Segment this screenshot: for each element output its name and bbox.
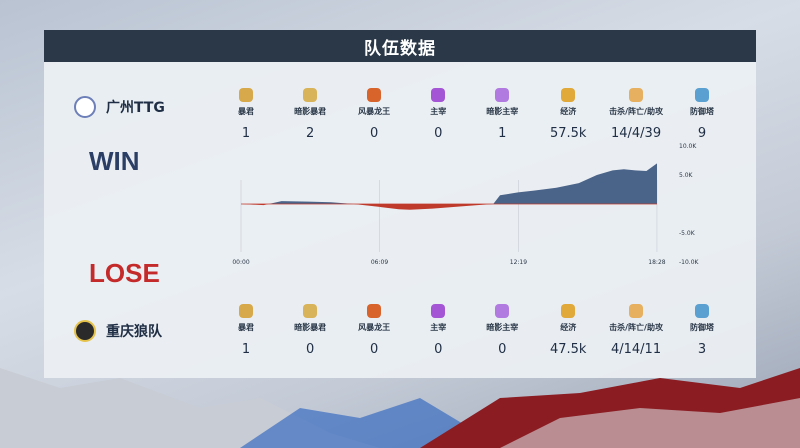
y-tick-label: 5.0K bbox=[679, 172, 694, 179]
x-tick-label: 12:19 bbox=[510, 259, 527, 266]
result-lose: LOSE bbox=[89, 258, 160, 288]
gold-lead-area-top bbox=[241, 163, 657, 204]
gold-icon bbox=[561, 304, 576, 318]
y-tick-label: -5.0K bbox=[679, 230, 696, 237]
stat-label: 暗影暴君 bbox=[294, 323, 327, 332]
gold-icon bbox=[561, 88, 576, 102]
stat-label: 暴君 bbox=[238, 107, 255, 116]
stat-value: 2 bbox=[305, 126, 315, 141]
shadow-tyrant-icon bbox=[303, 304, 318, 318]
stat-value: 0 bbox=[498, 342, 507, 357]
stat-value: 1 bbox=[498, 126, 507, 141]
team-logo bbox=[74, 320, 96, 342]
stat-value: 57.5k bbox=[549, 126, 587, 141]
dragon-decoration bbox=[0, 368, 800, 448]
team-top: 广州TTG bbox=[74, 96, 165, 118]
x-tick-label: 06:09 bbox=[371, 259, 388, 266]
stat-label: 经济 bbox=[560, 107, 577, 116]
team-bottom: 重庆狼队 bbox=[74, 320, 162, 342]
stat-value: 1 bbox=[241, 342, 251, 357]
stat-label: 暗影主宰 bbox=[486, 107, 519, 116]
tyrant-icon bbox=[239, 88, 254, 102]
stat-6: 击杀/阵亡/助攻 4/14/11 bbox=[602, 304, 670, 357]
sword-icon bbox=[629, 88, 644, 102]
stat-label: 暗影暴君 bbox=[294, 107, 327, 116]
stat-label: 击杀/阵亡/助攻 bbox=[609, 107, 663, 116]
result-win: WIN bbox=[89, 146, 140, 176]
team-bottom-stats: 暴君 1 暗影暴君 0 风暴龙王 0 主宰 0 暗影主宰 0 经济 47.5k 击杀/阵亡/助攻 4/14… bbox=[214, 304, 734, 357]
stat-value: 47.5k bbox=[549, 342, 587, 357]
stat-1: 暗影暴君 0 bbox=[278, 304, 342, 357]
overlord-icon bbox=[431, 304, 446, 318]
stat-3: 主宰 0 bbox=[406, 304, 470, 357]
stat-label: 风暴龙王 bbox=[358, 323, 391, 332]
stat-5: 经济 47.5k bbox=[534, 304, 602, 357]
panel-title: 队伍数据 bbox=[44, 30, 756, 62]
x-tick-label: 18:28 bbox=[648, 259, 665, 266]
stat-label: 主宰 bbox=[430, 107, 447, 116]
y-tick-label: 10.0K bbox=[679, 143, 697, 150]
stat-1: 暗影暴君 2 bbox=[278, 88, 342, 141]
overlord-icon bbox=[431, 88, 446, 102]
stat-value: 4/14/11 bbox=[610, 342, 662, 357]
team-data-panel: 队伍数据 广州TTG 暴君 1 暗影暴君 2 风暴龙王 0 主宰 0 暗影主宰 1 经济 57.5k 击… bbox=[44, 30, 756, 378]
stat-value: 0 bbox=[434, 126, 443, 141]
stat-label: 主宰 bbox=[430, 323, 447, 332]
stat-label: 风暴龙王 bbox=[358, 107, 391, 116]
stat-2: 风暴龙王 0 bbox=[342, 304, 406, 357]
tyrant-icon bbox=[239, 304, 254, 318]
stat-3: 主宰 0 bbox=[406, 88, 470, 141]
tower-icon bbox=[695, 88, 709, 102]
tower-icon bbox=[695, 304, 709, 318]
sword-icon bbox=[629, 304, 644, 318]
team-name: 广州TTG bbox=[106, 100, 165, 116]
stat-value: 3 bbox=[697, 342, 707, 357]
stat-value: 1 bbox=[241, 126, 251, 141]
stat-label: 击杀/阵亡/助攻 bbox=[609, 323, 663, 332]
x-tick-label: 00:00 bbox=[232, 259, 249, 266]
stat-value: 9 bbox=[697, 126, 707, 141]
stat-4: 暗影主宰 1 bbox=[470, 88, 534, 141]
y-tick-label: -10.0K bbox=[679, 259, 700, 266]
stat-5: 经济 57.5k bbox=[534, 88, 602, 141]
team-top-stats: 暴君 1 暗影暴君 2 风暴龙王 0 主宰 0 暗影主宰 1 经济 57.5k 击杀/阵亡/助攻 14/4… bbox=[214, 88, 734, 141]
stat-value: 14/4/39 bbox=[610, 126, 662, 141]
gold-diff-chart: 00:00 06:09 12:19 18:28 10.0K 5.0K -5.0K -10.0K bbox=[232, 143, 700, 266]
stat-6: 击杀/阵亡/助攻 14/4/39 bbox=[602, 88, 670, 141]
stat-7: 防御塔 3 bbox=[670, 304, 734, 357]
stat-4: 暗影主宰 0 bbox=[470, 304, 534, 357]
team-logo bbox=[74, 96, 96, 118]
storm-dragon-icon bbox=[367, 88, 382, 102]
storm-dragon-icon bbox=[367, 304, 382, 318]
stat-label: 暴君 bbox=[238, 323, 255, 332]
stat-value: 0 bbox=[434, 342, 443, 357]
stat-7: 防御塔 9 bbox=[670, 88, 734, 141]
shadow-overlord-icon bbox=[495, 304, 510, 318]
stat-label: 防御塔 bbox=[690, 107, 714, 116]
stat-label: 经济 bbox=[560, 323, 577, 332]
stat-value: 0 bbox=[370, 342, 379, 357]
stat-value: 0 bbox=[305, 342, 315, 357]
shadow-tyrant-icon bbox=[303, 88, 318, 102]
team-name: 重庆狼队 bbox=[106, 324, 162, 340]
stat-0: 暴君 1 bbox=[214, 88, 278, 141]
stat-label: 暗影主宰 bbox=[486, 323, 519, 332]
stat-2: 风暴龙王 0 bbox=[342, 88, 406, 141]
shadow-overlord-icon bbox=[495, 88, 510, 102]
stat-value: 0 bbox=[370, 126, 379, 141]
stat-0: 暴君 1 bbox=[214, 304, 278, 357]
stat-label: 防御塔 bbox=[690, 323, 714, 332]
gold-lead-area-bottom bbox=[241, 204, 657, 210]
